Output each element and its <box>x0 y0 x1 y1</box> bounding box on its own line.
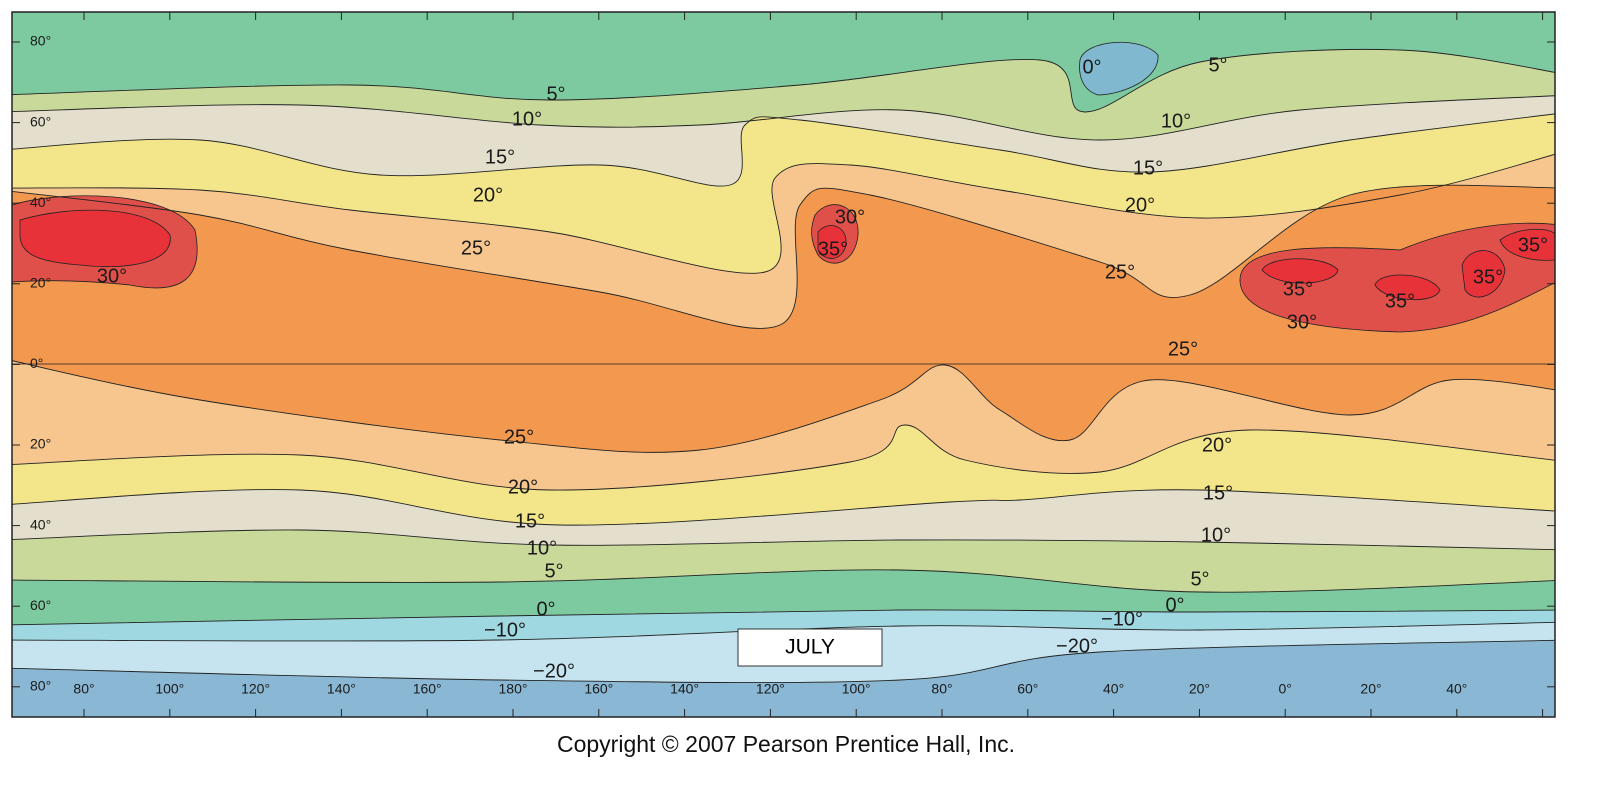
isotherm-label: −20° <box>1056 635 1098 657</box>
isotherm-label: 10° <box>527 537 557 559</box>
isotherm-line <box>12 489 1555 526</box>
isotherm-label: 25° <box>461 237 491 259</box>
region <box>817 225 847 259</box>
latitude-label: 60° <box>30 597 51 613</box>
region <box>1499 228 1555 261</box>
copyright: Copyright © 2007 Pearson Prentice Hall, … <box>557 731 1015 757</box>
map-overlay: 80° 60° 40° 20° 0° 20° 40° 60° 80° 80° 100° 120° 140… <box>12 12 1555 717</box>
isotherm-line <box>12 609 1555 626</box>
month-box <box>737 628 883 667</box>
isotherm-line <box>12 569 1555 593</box>
latitude-label: 80° <box>30 678 51 694</box>
isotherm-label: 10° <box>1161 110 1191 132</box>
isotherm-label: 20° <box>508 476 538 498</box>
latitude-label: 20° <box>30 275 51 291</box>
isotherm-label: 15° <box>485 146 515 168</box>
isotherm-label: 35° <box>818 238 848 260</box>
band <box>12 640 1555 717</box>
latitude-label: 80° <box>30 33 51 49</box>
region <box>1374 274 1441 301</box>
isotherm-line <box>12 153 1555 274</box>
region <box>1079 41 1159 96</box>
isotherm-label: 15° <box>1203 482 1233 504</box>
region <box>1461 250 1506 298</box>
longitude-label: 20° <box>1189 681 1210 697</box>
isotherm-label: 20° <box>1202 434 1232 456</box>
latitude-label: 40° <box>30 516 51 532</box>
isotherm-label: 30° <box>97 265 127 287</box>
isotherm-line <box>12 184 1555 329</box>
isotherm-label: 10° <box>512 108 542 130</box>
isotherm-label: 0° <box>536 598 555 620</box>
longitude-label: 0° <box>1279 681 1292 697</box>
longitude-label: 80° <box>931 681 952 697</box>
isotherm-line <box>12 424 1555 491</box>
isotherm-label: 0° <box>1082 56 1101 78</box>
longitude-label: 140° <box>670 681 699 697</box>
isotherm-label: 20° <box>1125 194 1155 216</box>
longitude-label: 40° <box>1446 681 1467 697</box>
latitude-label: 40° <box>30 194 51 210</box>
isotherm-label: 25° <box>1105 261 1135 283</box>
isotherm-label: 20° <box>473 184 503 206</box>
longitude-label: 100° <box>155 681 184 697</box>
longitude-label: 160° <box>584 681 613 697</box>
isotherm-label: 30° <box>835 206 865 228</box>
longitude-label: 120° <box>756 681 785 697</box>
isotherm-label: 30° <box>1287 311 1317 333</box>
region <box>1261 258 1339 284</box>
isotherm-line <box>12 639 1555 684</box>
isotherm-line <box>12 360 1555 453</box>
isotherm-line <box>12 621 1555 642</box>
longitude-label: 120° <box>241 681 270 697</box>
map-frame <box>11 11 1556 718</box>
isotherm-bands <box>12 12 1555 717</box>
longitude-label: 60° <box>1017 681 1038 697</box>
latitude-label: 20° <box>30 436 51 452</box>
isotherm-label: 10° <box>1201 524 1231 546</box>
longitude-label: 180° <box>499 681 528 697</box>
isotherm-label: 0° <box>1165 594 1184 616</box>
longitude-label: 160° <box>413 681 442 697</box>
isotherm-line <box>12 113 1555 187</box>
isotherm-label: 15° <box>515 510 545 532</box>
isotherm-label: 35° <box>1518 234 1548 256</box>
isotherm-line <box>12 48 1555 113</box>
isotherm-label: −10° <box>1101 608 1143 630</box>
longitude-label: 40° <box>1103 681 1124 697</box>
isotherm-label: 5° <box>546 83 565 105</box>
isotherm-label: −20° <box>533 660 575 682</box>
region <box>19 209 171 268</box>
isotherm-label: 5° <box>1208 54 1227 76</box>
isotherm-label: 25° <box>504 426 534 448</box>
longitude-label: 80° <box>73 681 94 697</box>
longitude-label: 140° <box>327 681 356 697</box>
isotherm-line <box>12 95 1555 141</box>
latitude-label: 0° <box>30 355 43 371</box>
isotherm-line <box>12 529 1555 551</box>
isotherm-label: 15° <box>1133 157 1163 179</box>
isotherm-label: 5° <box>544 560 563 582</box>
isotherm-label: 35° <box>1385 290 1415 312</box>
month-label: JULY <box>785 636 835 659</box>
isotherm-label: 5° <box>1190 568 1209 590</box>
isotherm-label: 35° <box>1283 278 1313 300</box>
longitude-label: 20° <box>1360 681 1381 697</box>
isotherm-label: 25° <box>1168 338 1198 360</box>
longitude-label: 100° <box>842 681 871 697</box>
isotherm-label: −10° <box>484 619 526 641</box>
latitude-label: 60° <box>30 113 51 129</box>
isotherm-label: 35° <box>1473 266 1503 288</box>
